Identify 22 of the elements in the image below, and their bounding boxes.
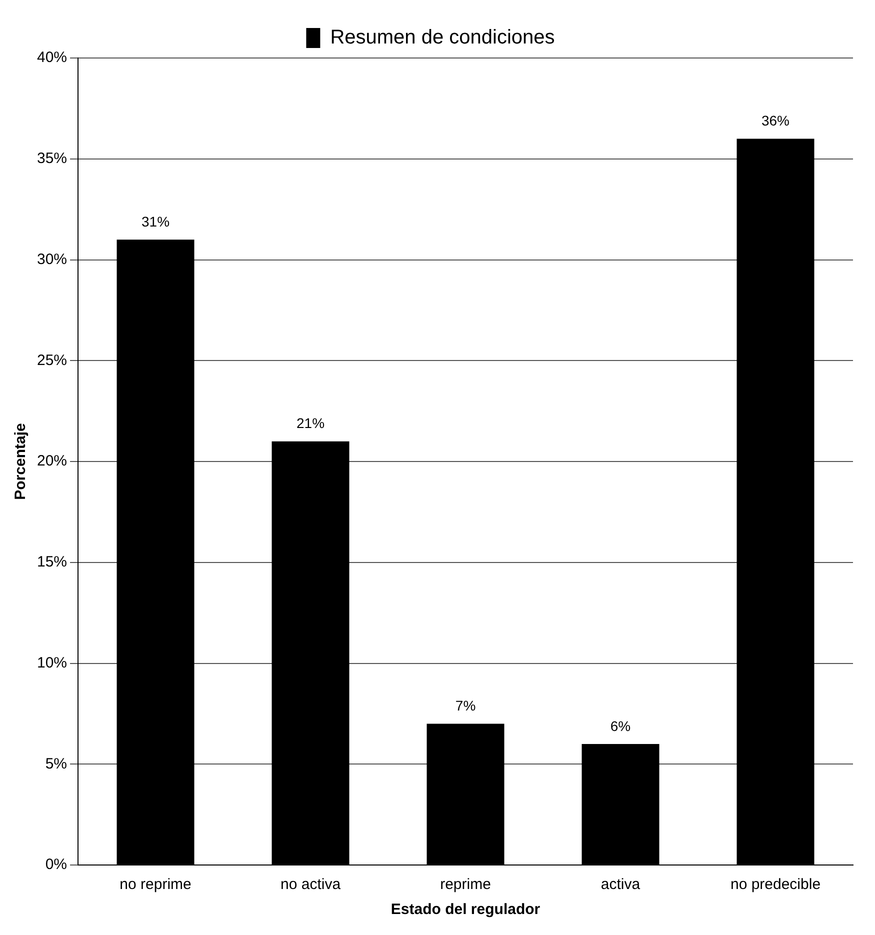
text: 31% (142, 213, 170, 230)
y-tick-label: 10% (36, 654, 68, 672)
y-axis-title: Porcentaje (12, 423, 30, 500)
x-tick-label: reprime (440, 876, 491, 894)
x-tick-label: no activa (280, 876, 342, 894)
y-tick-label: 0% (45, 856, 68, 874)
y-tick-label: 15% (36, 554, 68, 571)
text: 7% (455, 698, 476, 714)
y-tick-label: 40% (36, 49, 68, 66)
x-axis-title: Estado del regulador (390, 901, 540, 918)
y-tick-label: 5% (45, 755, 68, 772)
y-tick-label: 25% (36, 352, 68, 369)
text: 6% (610, 718, 631, 734)
text: 36% (761, 112, 790, 129)
x-tick-label: activa (600, 876, 641, 894)
y-tick-label: 35% (36, 150, 68, 168)
text: 21% (296, 415, 325, 432)
y-tick-label: 20% (36, 452, 68, 470)
y-tick-label: 30% (36, 250, 68, 268)
x-tick-label: no reprime (120, 876, 192, 894)
legend-label: Resumen de condiciones (330, 26, 555, 49)
x-tick-label: no predecible (730, 876, 821, 894)
